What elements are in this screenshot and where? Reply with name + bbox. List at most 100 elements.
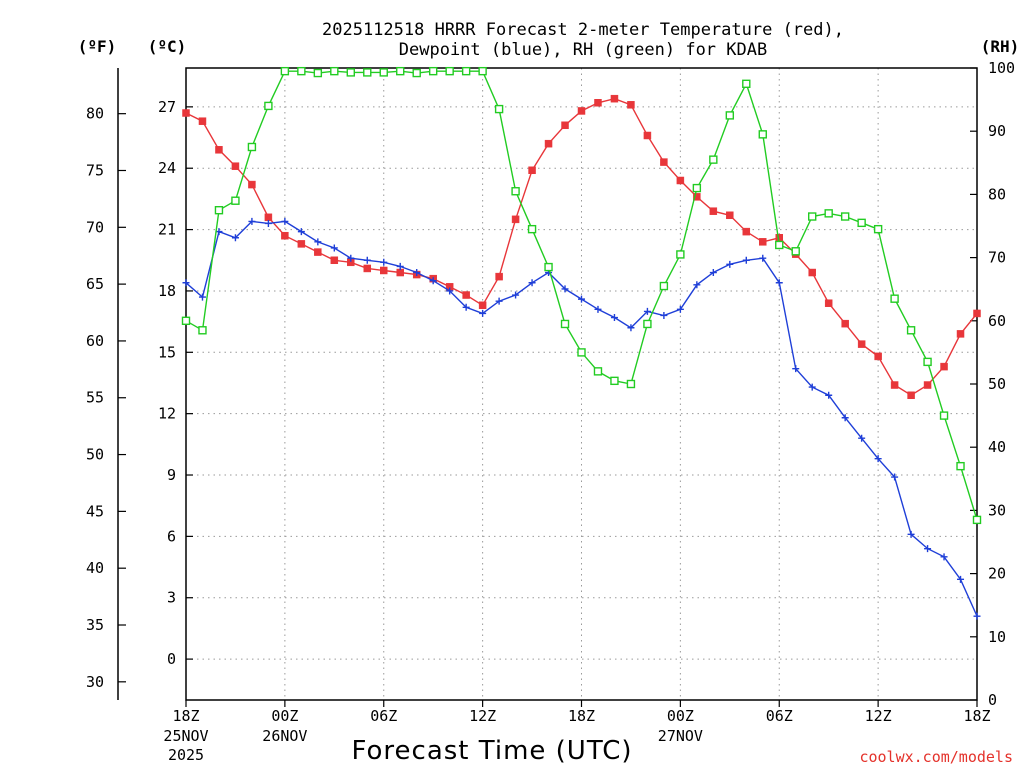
dewpoint-point xyxy=(808,383,816,391)
rh-tick-label: 80 xyxy=(988,185,1006,203)
dewpoint-point xyxy=(396,262,404,270)
celsius-tick-label: 15 xyxy=(158,343,176,361)
temperature-point xyxy=(726,211,734,220)
dewpoint-point xyxy=(858,434,866,442)
x-tick-label: 06Z xyxy=(766,707,793,725)
rh-point xyxy=(527,224,537,234)
temperature-point xyxy=(544,139,553,148)
rh-line xyxy=(185,70,978,521)
fahrenheit-tick-label: 60 xyxy=(86,332,104,350)
x-tick-label: 12Z xyxy=(469,707,496,725)
rh-tick-label: 30 xyxy=(988,501,1006,519)
gridlines xyxy=(186,68,977,700)
temperature-point xyxy=(660,158,668,166)
rh-point xyxy=(297,66,306,76)
fahrenheit-tick-label: 70 xyxy=(86,218,104,236)
dewpoint-point xyxy=(610,314,618,322)
dewpoint-point xyxy=(314,238,322,246)
temperature-point xyxy=(824,299,833,307)
rh-tick-label: 60 xyxy=(988,312,1006,330)
rh-tick-label: 0 xyxy=(988,691,997,709)
rh-point xyxy=(626,379,636,389)
fahrenheit-tick-label: 80 xyxy=(86,105,104,123)
rh-tick-label: 40 xyxy=(988,438,1006,456)
rh-tick-label: 50 xyxy=(988,375,1006,393)
rh-point xyxy=(956,461,965,471)
rh-point xyxy=(659,281,669,291)
dewpoint-point xyxy=(891,473,899,481)
temperature-point xyxy=(759,238,767,246)
credit-link[interactable]: coolwx.com/models xyxy=(859,748,1013,766)
rh-point xyxy=(280,66,290,76)
rh-point xyxy=(709,155,718,164)
dewpoint-point xyxy=(347,254,355,262)
dewpoint-point xyxy=(297,228,305,236)
dewpoint-point xyxy=(380,258,388,266)
rh-point xyxy=(593,367,603,376)
temperature-point xyxy=(594,99,602,107)
rh-point xyxy=(972,515,982,525)
celsius-tick-label: 12 xyxy=(158,405,176,423)
celsius-unit-label: (ºC) xyxy=(148,37,187,56)
dewpoint-point xyxy=(660,311,668,319)
temperature-point xyxy=(610,94,619,103)
temperature-point xyxy=(495,272,503,281)
dewpoint-point xyxy=(479,309,487,317)
x-tick-label: 12Z xyxy=(865,707,892,725)
rh-point xyxy=(445,66,454,76)
rh-point xyxy=(742,79,751,89)
dewpoint-point xyxy=(957,575,965,583)
dewpoint-point xyxy=(825,391,833,399)
dewpoint-point xyxy=(182,279,190,287)
dewpoint-point xyxy=(429,277,437,285)
rh-point xyxy=(396,66,405,76)
dewpoint-series xyxy=(182,217,981,620)
dewpoint-point xyxy=(874,455,882,463)
rh-point xyxy=(214,205,224,215)
dewpoint-point xyxy=(495,297,503,305)
dewpoint-point xyxy=(198,293,206,301)
temperature-point xyxy=(940,362,948,371)
temperature-point xyxy=(561,121,569,130)
rh-point xyxy=(923,357,932,367)
dewpoint-point xyxy=(924,545,932,553)
fahrenheit-tick-label: 75 xyxy=(86,161,104,179)
dewpoint-point xyxy=(709,269,717,277)
rh-tick-label: 10 xyxy=(988,628,1006,646)
temperature-point xyxy=(396,268,404,277)
dewpoint-point xyxy=(264,219,272,227)
x-tick-label: 00Z xyxy=(271,707,298,725)
dewpoint-point xyxy=(330,244,338,252)
rh-tick-label: 90 xyxy=(988,122,1006,140)
temperature-point xyxy=(693,193,701,201)
fahrenheit-tick-label: 55 xyxy=(86,389,104,407)
rh-tick-label: 70 xyxy=(988,249,1006,267)
temperature-point xyxy=(248,180,256,189)
temperature-point xyxy=(380,266,388,275)
temperature-point xyxy=(874,352,882,361)
celsius-tick-label: 27 xyxy=(158,98,176,116)
rh-point xyxy=(231,196,240,205)
temperature-point xyxy=(676,176,685,185)
dewpoint-point xyxy=(594,305,602,313)
dewpoint-point xyxy=(841,414,849,422)
rh-point xyxy=(906,326,916,335)
rh-point xyxy=(775,240,784,250)
dewpoint-point xyxy=(627,324,635,332)
rh-unit-label: (RH) xyxy=(981,37,1020,56)
temperature-point xyxy=(264,213,273,222)
dewpoint-point xyxy=(462,303,470,311)
x-tick-date-label: 25NOV xyxy=(163,727,208,745)
dewpoint-point xyxy=(775,279,783,287)
fahrenheit-tick-label: 30 xyxy=(86,673,104,691)
fahrenheit-tick-label: 45 xyxy=(86,502,104,520)
rh-point xyxy=(264,101,273,111)
temperature-point xyxy=(297,240,306,248)
rh-point xyxy=(676,250,685,259)
temperature-point xyxy=(709,207,718,215)
rh-point xyxy=(824,209,833,218)
data-series xyxy=(181,66,982,620)
dewpoint-point xyxy=(446,287,454,295)
dewpoint-point xyxy=(792,365,800,373)
